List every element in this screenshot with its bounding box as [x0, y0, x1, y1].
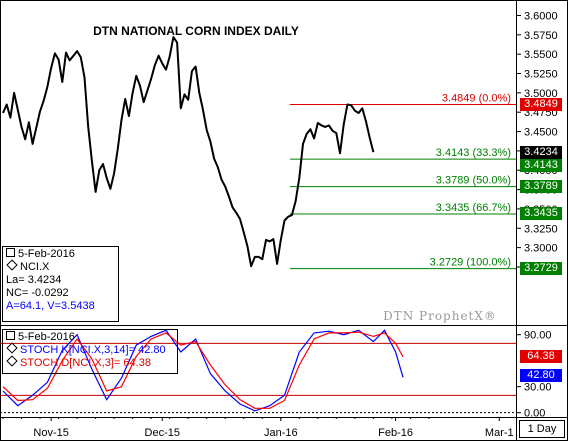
price-tick-label: 3.3000	[524, 243, 558, 255]
price-tick-label: 3.4500	[524, 127, 558, 139]
date-tick-label: Nov-15	[33, 427, 68, 439]
period-label: 1 Day	[527, 423, 557, 435]
price-tick-label: 3.6000	[524, 10, 558, 22]
box-marker-icon	[6, 331, 15, 340]
price-tick-label: 3.5500	[524, 49, 558, 61]
stoch-k-label: STOCH K[NCI.X,3,14]= 42.80	[20, 344, 166, 356]
price-tick-label: 3.5250	[524, 69, 558, 81]
price-tag: 42.80	[520, 369, 562, 383]
fibonacci-levels: 3.4849 (0.0%) 3.4143 (33.3%) 3.3789 (50.0%…	[290, 93, 516, 270]
stoch-info-date: 5-Feb-2016	[18, 331, 75, 343]
price-info-box: 5-Feb-2016 NCI.X La= 3.4234 NC= -0.0292 …	[2, 246, 119, 322]
price-line	[2, 36, 375, 268]
stoch-d-label: STOCH D[NCI.X,3]= 64.38	[20, 357, 151, 369]
fibonacci-label: 3.4143 (33.3%)	[436, 147, 511, 159]
price-tag: 3.4849	[520, 98, 562, 112]
date-tick-label: Dec-15	[145, 427, 180, 439]
info-date: 5-Feb-2016	[18, 248, 75, 260]
box-marker-icon	[6, 248, 15, 257]
stoch-tick-label: 90.00	[524, 330, 552, 342]
stoch-d-line	[2, 331, 404, 409]
price-tick-label: 3.3250	[524, 223, 558, 235]
stoch-tick-label: 30.00	[524, 382, 552, 394]
stochastic-panel: 90.00 30.00 0.00	[0, 329, 552, 420]
fibonacci-label: 3.2729 (100.0%)	[430, 257, 511, 269]
price-series	[2, 36, 375, 268]
info-last: La= 3.4234	[6, 274, 62, 286]
date-tick-label: Feb-16	[378, 427, 413, 439]
date-tick-label: Jan-16	[264, 427, 298, 439]
watermark: DTN ProphetX®	[383, 309, 497, 323]
diamond-icon	[6, 342, 18, 354]
stoch-tick-label: 0.00	[524, 408, 545, 420]
price-tag: 3.4143	[520, 158, 562, 172]
fibonacci-label: 3.4849 (0.0%)	[442, 93, 511, 105]
stochastic-axis: 90.00 30.00 0.00	[516, 330, 552, 420]
diamond-icon	[6, 355, 18, 367]
price-tag: 64.38	[520, 350, 562, 364]
price-tag: 3.2729	[520, 262, 562, 276]
chart-title: DTN NATIONAL CORN INDEX DAILY	[93, 24, 299, 38]
date-tick-label: Mar-1	[485, 427, 514, 439]
price-tick-label: 3.5000	[524, 88, 558, 100]
price-tag: 3.3789	[520, 180, 562, 194]
info-net-change: NC= -0.0292	[6, 287, 69, 299]
fibonacci-label: 3.3435 (66.7%)	[436, 202, 511, 214]
stochastic-info-box: 5-Feb-2016 STOCH K[NCI.X,3,14]= 42.80 ST…	[2, 329, 178, 374]
stochastic-reference-lines	[0, 342, 516, 414]
date-axis: Nov-15 Dec-15 Jan-16 Feb-16 Mar-1	[2, 417, 514, 439]
stochastic-series	[2, 329, 404, 412]
info-symbol: NCI.X	[20, 261, 50, 273]
price-tick-label: 3.5750	[524, 30, 558, 42]
diamond-icon	[6, 259, 18, 271]
period-button[interactable]: 1 Day	[519, 420, 565, 438]
fibonacci-label: 3.3789 (50.0%)	[436, 175, 511, 187]
price-tag: 3.3435	[520, 207, 562, 221]
price-tag: 3.4234	[520, 145, 562, 159]
info-indicators: A=64.1, V=3.5438	[6, 300, 95, 312]
